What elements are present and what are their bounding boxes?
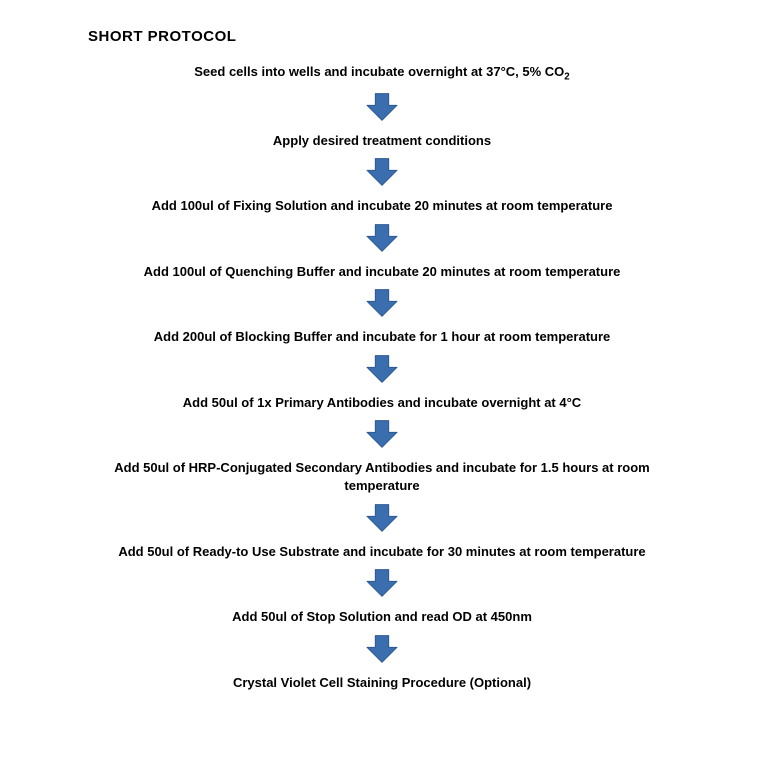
step-3: Add 100ul of Fixing Solution and incubat… xyxy=(152,197,613,215)
page-title: SHORT PROTOCOL xyxy=(88,28,764,45)
step-10: Crystal Violet Cell Staining Procedure (… xyxy=(233,674,531,692)
arrow-down-icon xyxy=(365,288,399,318)
arrow-down-icon xyxy=(365,634,399,664)
arrow-down-icon xyxy=(365,92,399,122)
flowchart: Seed cells into wells and incubate overn… xyxy=(0,63,764,691)
arrow-down-icon xyxy=(365,568,399,598)
step-1: Seed cells into wells and incubate overn… xyxy=(194,63,569,84)
arrow-down-icon xyxy=(365,223,399,253)
protocol-page: SHORT PROTOCOL Seed cells into wells and… xyxy=(0,0,764,691)
arrow-down-icon xyxy=(365,419,399,449)
step-8: Add 50ul of Ready-to Use Substrate and i… xyxy=(118,543,645,561)
step-5: Add 200ul of Blocking Buffer and incubat… xyxy=(154,328,611,346)
step-2: Apply desired treatment conditions xyxy=(273,132,491,150)
arrow-down-icon xyxy=(365,354,399,384)
arrow-down-icon xyxy=(365,157,399,187)
arrow-down-icon xyxy=(365,503,399,533)
step-9: Add 50ul of Stop Solution and read OD at… xyxy=(232,608,532,626)
step-4: Add 100ul of Quenching Buffer and incuba… xyxy=(144,263,621,281)
step-7: Add 50ul of HRP-Conjugated Secondary Ant… xyxy=(82,459,682,494)
step-6: Add 50ul of 1x Primary Antibodies and in… xyxy=(183,394,581,412)
